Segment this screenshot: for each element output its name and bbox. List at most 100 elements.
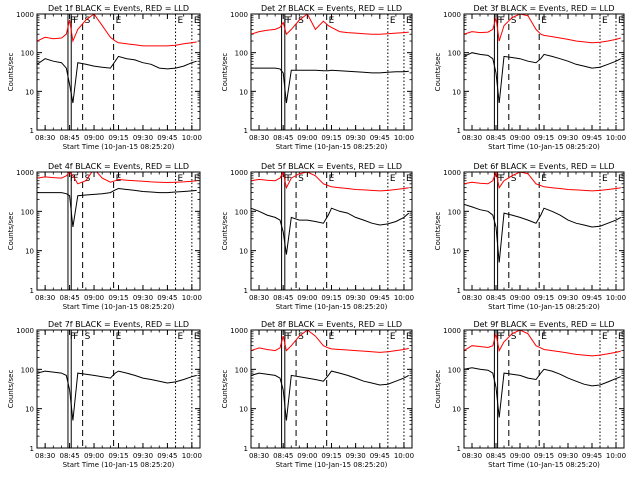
- y-tick-label: 10: [452, 406, 461, 414]
- x-tick-label: 08:30: [35, 134, 55, 142]
- marker-label-f: F: [287, 174, 292, 184]
- x-tick-label: 09:45: [582, 294, 602, 302]
- y-tick-label: 100: [21, 366, 34, 374]
- x-tick-label: 09:15: [321, 134, 341, 142]
- y-tick-label: 1000: [16, 169, 34, 177]
- series-line-events: [37, 187, 197, 228]
- series-line-lld: [37, 14, 197, 47]
- marker-label-f: F: [496, 332, 501, 342]
- x-tick-label: 08:30: [249, 134, 269, 142]
- x-tick-label: 09:15: [534, 452, 554, 460]
- x-tick-label: 08:45: [273, 294, 293, 302]
- x-tick-label: 10:00: [182, 134, 202, 142]
- marker-label-e: E: [390, 174, 396, 184]
- y-tick-label: 1000: [230, 11, 248, 19]
- x-tick-label: 08:45: [60, 294, 80, 302]
- y-axis-label: Counts/sec: [221, 370, 229, 409]
- x-tick-label: 10:00: [606, 134, 626, 142]
- x-tick-label: 10:00: [182, 294, 202, 302]
- marker-label-f: F: [496, 174, 501, 184]
- series-line-events: [251, 207, 410, 255]
- plot-frame: [250, 171, 413, 291]
- marker-label-e: E: [116, 332, 122, 342]
- x-tick-label: 09:15: [534, 134, 554, 142]
- x-tick-label: 09:00: [510, 294, 530, 302]
- x-tick-label: 10:00: [606, 294, 626, 302]
- x-tick-label: 08:30: [35, 452, 55, 460]
- marker-label-e: E: [406, 332, 412, 342]
- x-axis-label: Start Time (10-Jan-15 08:25:20): [276, 303, 388, 311]
- y-tick-label: 1: [30, 127, 34, 135]
- detector-panel-5: Det 5f BLACK = Events, RED = LLD 1 10 100 10…: [221, 162, 414, 311]
- x-tick-label: 09:45: [370, 294, 390, 302]
- marker-label-e: E: [390, 332, 396, 342]
- x-tick-label: 10:00: [394, 294, 414, 302]
- x-tick-label: 09:00: [84, 134, 104, 142]
- series-line-lld: [464, 172, 621, 192]
- plot-frame: [250, 13, 413, 131]
- x-tick-label: 09:30: [346, 134, 366, 142]
- marker-label-f: F: [73, 174, 78, 184]
- marker-label-f: F: [73, 16, 78, 26]
- plot-frame: [36, 329, 201, 449]
- x-tick-label: 09:15: [534, 294, 554, 302]
- x-tick-label: 09:30: [346, 452, 366, 460]
- y-tick-label: 10: [25, 406, 34, 414]
- series-line-lld: [464, 330, 621, 357]
- panel-title: Det 5f BLACK = Events, RED = LLD: [261, 162, 402, 171]
- x-axis-label: Start Time (10-Jan-15 08:25:20): [63, 461, 175, 469]
- x-tick-label: 09:15: [108, 294, 128, 302]
- plot-frame: [250, 329, 413, 449]
- y-tick-label: 100: [235, 50, 248, 58]
- series-line-lld: [464, 14, 621, 44]
- x-tick-label: 08:45: [60, 134, 80, 142]
- series-line-events: [464, 52, 622, 104]
- marker-label-e: E: [329, 332, 335, 342]
- x-tick-label: 08:30: [249, 452, 269, 460]
- series-group: [37, 14, 197, 104]
- marker-label-s: S: [298, 174, 304, 184]
- x-tick-label: 09:45: [157, 134, 177, 142]
- marker-label-f: F: [70, 332, 75, 342]
- detector-panel-3: Det 3f BLACK = Events, RED = LLD 1 10 100 10…: [434, 4, 626, 151]
- y-tick-label: 1: [244, 127, 248, 135]
- y-axis-label: Counts/sec: [434, 212, 442, 251]
- x-tick-label: 08:45: [273, 452, 293, 460]
- x-tick-label: 08:30: [462, 294, 482, 302]
- marker-label-s: S: [511, 332, 517, 342]
- series-line-events: [251, 370, 410, 421]
- x-axis-label: Start Time (10-Jan-15 08:25:20): [488, 143, 600, 151]
- x-tick-label: 09:00: [84, 452, 104, 460]
- x-tick-label: 09:00: [297, 452, 317, 460]
- plot-frame: [463, 171, 625, 291]
- marker-label-e: E: [178, 332, 184, 342]
- series-line-events: [464, 203, 622, 263]
- series-group: [37, 370, 197, 421]
- marker-label-f: F: [287, 16, 292, 26]
- panel-title: Det 1f BLACK = Events, RED = LLD: [48, 4, 189, 13]
- marker-label-f: F: [287, 332, 292, 342]
- x-tick-label: 09:30: [558, 452, 578, 460]
- y-tick-label: 1: [244, 445, 248, 453]
- panel-title: Det 3f BLACK = Events, RED = LLD: [473, 4, 614, 13]
- x-tick-label: 08:45: [486, 452, 506, 460]
- series-line-lld: [251, 330, 409, 353]
- marker-label-f: F: [500, 16, 505, 26]
- x-tick-label: 09:00: [297, 294, 317, 302]
- y-tick-label: 1: [457, 287, 461, 295]
- marker-label-e: E: [406, 174, 412, 184]
- x-tick-label: 09:15: [321, 452, 341, 460]
- panel-title: Det 8f BLACK = Events, RED = LLD: [261, 320, 402, 329]
- x-tick-label: 09:45: [582, 134, 602, 142]
- marker-label-e: E: [541, 174, 547, 184]
- x-axis-label: Start Time (10-Jan-15 08:25:20): [63, 303, 175, 311]
- x-tick-label: 09:30: [346, 294, 366, 302]
- marker-label-s: S: [85, 16, 91, 26]
- x-tick-label: 09:00: [510, 452, 530, 460]
- x-tick-label: 08:30: [249, 294, 269, 302]
- marker-label-e: E: [194, 16, 200, 26]
- x-tick-label: 09:30: [133, 294, 153, 302]
- series-group: [464, 330, 621, 418]
- marker-label-f: F: [284, 174, 289, 184]
